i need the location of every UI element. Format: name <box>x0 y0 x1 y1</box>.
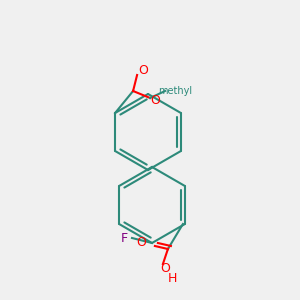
Text: O: O <box>160 262 170 275</box>
Text: O: O <box>136 236 146 248</box>
Text: O: O <box>150 94 160 107</box>
Text: methyl: methyl <box>158 86 192 96</box>
Text: O: O <box>138 64 148 77</box>
Text: H: H <box>168 272 178 286</box>
Text: F: F <box>120 232 128 244</box>
